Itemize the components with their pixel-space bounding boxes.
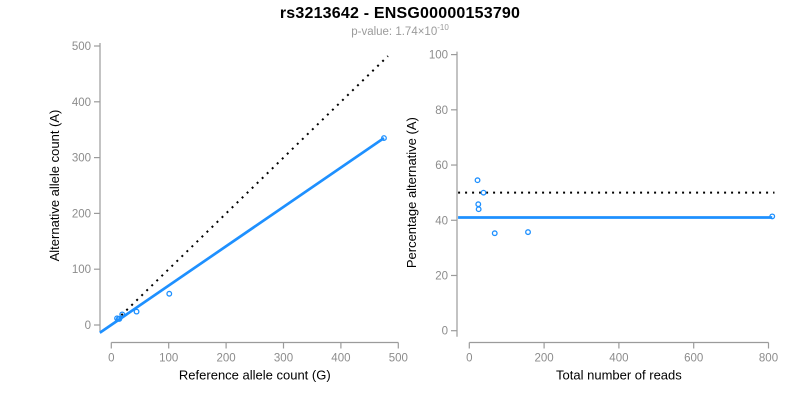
x-tick-label: 0 — [466, 353, 472, 365]
data-point — [480, 189, 487, 196]
pvalue-text: p-value: 1.74×10 — [351, 26, 438, 38]
data-point — [491, 230, 498, 237]
identity-line — [110, 55, 389, 326]
left-plot-allele-counts: 0 100 200 300 400 500 0 100 200 300 400 500 Referenc… — [47, 41, 408, 383]
x-tick-label: 800 — [759, 353, 778, 365]
x-tick-label: 200 — [217, 353, 236, 365]
x-tick-label: 400 — [609, 353, 628, 365]
data-point — [475, 206, 482, 213]
x-axis-title: Reference allele count (G) — [179, 368, 331, 383]
data-point — [474, 177, 481, 184]
y-tick-label: 20 — [435, 270, 448, 282]
data-point — [116, 315, 123, 322]
x-axis-title: Total number of reads — [556, 368, 682, 383]
y-axis-title: Percentage alternative (A) — [404, 117, 419, 268]
y-tick-label: 100 — [429, 50, 448, 62]
data-point — [166, 290, 173, 297]
x-tick-label: 100 — [159, 353, 178, 365]
y-tick-label: 200 — [72, 208, 91, 220]
figure-title: rs3213642 - ENSG00000153790 — [279, 5, 521, 22]
x-tick-label: 400 — [331, 353, 350, 365]
y-tick-label: 0 — [442, 326, 448, 338]
y-tick-label: 400 — [72, 97, 91, 109]
data-point — [769, 213, 776, 220]
data-point — [119, 311, 126, 318]
y-tick-label: 40 — [435, 215, 448, 227]
pvalue-exponent: -10 — [437, 23, 449, 33]
x-tick-label: 0 — [108, 353, 114, 365]
y-tick-label: 300 — [72, 153, 91, 165]
y-tick-label: 0 — [85, 320, 91, 332]
y-tick-label: 500 — [72, 41, 91, 53]
data-point — [525, 229, 531, 236]
x-tick-label: 300 — [274, 353, 293, 365]
data-point — [475, 201, 482, 208]
y-tick-label: 60 — [435, 160, 448, 172]
y-tick-label: 100 — [72, 264, 91, 276]
fit-line — [99, 136, 385, 334]
data-point — [381, 135, 387, 142]
y-tick-label: 80 — [435, 105, 448, 117]
x-tick-label: 600 — [684, 353, 703, 365]
x-tick-label: 200 — [535, 353, 554, 365]
y-axis-title: Alternative allele count (A) — [47, 110, 62, 262]
figure-header: rs3213642 - ENSG00000153790 p-value: 1.7… — [0, 0, 800, 38]
figure-subtitle: p-value: 1.74×10-10 — [0, 23, 800, 38]
right-plot-percentage: 0 200 400 600 800 0 20 40 60 80 100 Total number of… — [404, 50, 778, 383]
data-point — [133, 308, 140, 315]
x-tick-label: 500 — [389, 353, 408, 365]
